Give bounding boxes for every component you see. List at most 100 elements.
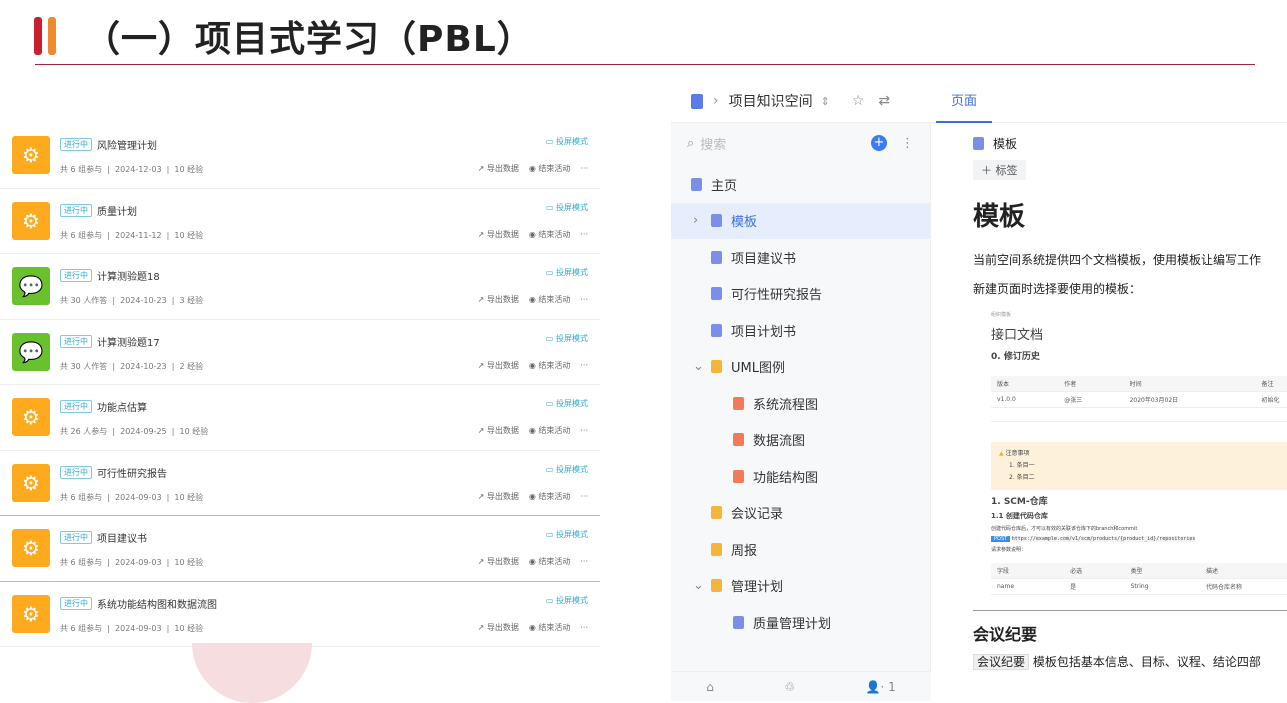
td: 初始化 xyxy=(1255,391,1287,408)
status-badge: 进行中 xyxy=(60,531,92,544)
activity-name[interactable]: 计算测验题17 xyxy=(97,337,160,349)
knowledge-space-panel: › 项目知识空间 ⇕ ☆ ⇄ 页面 ⌕ 搜索 + ⋮ 主页 › 模板 项目建议书 可行性… xyxy=(671,80,1287,701)
trash-icon[interactable]: ♲ xyxy=(784,679,796,694)
status-badge: 进行中 xyxy=(60,465,92,479)
diagram-icon xyxy=(733,396,744,410)
tree-item[interactable]: 周报 xyxy=(671,531,930,568)
more-button[interactable]: ··· xyxy=(580,557,588,566)
tree-item[interactable]: 系统流程图 xyxy=(671,385,930,422)
activity-row[interactable]: 💬 进行中 计算测验题18 共 30 人作答 | 2024-10-23 | 3 … xyxy=(0,254,600,320)
tree-label: 功能结构图 xyxy=(753,470,819,486)
activity-name[interactable]: 项目建议书 xyxy=(97,534,147,545)
status-badge: 进行中 xyxy=(60,203,92,217)
chat-bubbles-icon: 💬 xyxy=(12,267,50,305)
breadcrumb-item[interactable]: 模板 xyxy=(993,137,1018,151)
more-button[interactable]: ··· xyxy=(580,164,588,173)
add-tag-button[interactable]: ＋ 标签 xyxy=(973,160,1026,180)
projection-mode-button[interactable]: ▭ 投屏模式 xyxy=(546,398,588,409)
tree-item[interactable]: 数据流图 xyxy=(671,422,930,459)
activity-row[interactable]: ⚙ 进行中 功能点估算 共 26 人参与 | 2024-09-25 | 10 经… xyxy=(0,385,600,451)
section-heading: 会议纪要 xyxy=(973,625,1038,644)
search-bar[interactable]: ⌕ 搜索 + ⋮ xyxy=(671,123,930,163)
status-badge: 进行中 xyxy=(60,596,92,610)
end-activity-button[interactable]: ◉ 结束活动 xyxy=(529,360,571,371)
sidebar: ⌕ 搜索 + ⋮ 主页 › 模板 项目建议书 可行性研究报告 项目计划书 ⌄ UML图例 系统流… xyxy=(671,123,931,701)
activity-row[interactable]: ⚙ 进行中 系统功能结构图和数据流图 共 6 组参与 | 2024-09-03 … xyxy=(0,582,600,647)
tree-item[interactable]: 项目计划书 xyxy=(671,312,930,349)
status-badge: 进行中 xyxy=(60,269,92,282)
inbox-icon[interactable]: ⌂ xyxy=(706,679,714,694)
projection-mode-button[interactable]: ▭ 投屏模式 xyxy=(546,202,588,213)
more-button[interactable]: ··· xyxy=(580,229,588,239)
activity-name[interactable]: 风险管理计划 xyxy=(97,141,157,152)
activity-row[interactable]: ⚙ 进行中 质量计划 共 6 组参与 | 2024-11-12 | 10 经验 … xyxy=(0,189,600,254)
end-activity-button[interactable]: ◉ 结束活动 xyxy=(529,491,571,502)
activity-row[interactable]: ⚙ 进行中 项目建议书 共 6 组参与 | 2024-09-03 | 10 经验… xyxy=(0,516,600,582)
export-data-button[interactable]: ↗ 导出数据 xyxy=(478,622,519,633)
end-activity-button[interactable]: ◉ 结束活动 xyxy=(529,294,571,305)
export-data-button[interactable]: ↗ 导出数据 xyxy=(478,556,519,567)
end-label: 结束活动 xyxy=(538,426,571,435)
end-activity-button[interactable]: ◉ 结束活动 xyxy=(529,556,571,567)
tree-item[interactable]: ⌄ 管理计划 xyxy=(671,568,930,605)
space-name[interactable]: 项目知识空间 xyxy=(728,94,813,110)
activity-name[interactable]: 可行性研究报告 xyxy=(97,468,167,480)
monitor-icon: ▭ xyxy=(545,268,554,277)
projection-mode-button[interactable]: ▭ 投屏模式 xyxy=(546,464,588,475)
projection-label: 投屏模式 xyxy=(556,268,588,277)
projection-mode-button[interactable]: ▭ 投屏模式 xyxy=(546,529,588,540)
tree-item[interactable]: 项目建议书 xyxy=(671,239,930,276)
end-activity-button[interactable]: ◉ 结束活动 xyxy=(529,425,571,436)
status-badge: 进行中 xyxy=(60,334,92,348)
activity-name[interactable]: 功能点估算 xyxy=(97,403,147,414)
tree-item[interactable]: 会议记录 xyxy=(671,495,930,532)
export-data-button[interactable]: ↗ 导出数据 xyxy=(478,491,519,502)
projection-mode-button[interactable]: ▭ 投屏模式 xyxy=(546,333,588,344)
search-input[interactable]: 搜索 xyxy=(700,137,727,153)
revision-table: 版本 作者 时间 备注 v1.0.0 @张三 2020年03月02日 初始化 xyxy=(991,376,1287,422)
tree-item[interactable]: 可行性研究报告 xyxy=(671,276,930,313)
chevron-icon[interactable]: › xyxy=(693,213,699,229)
more-button[interactable]: ··· xyxy=(580,426,588,435)
activity-meta: 共 6 组参与 | 2024-09-03 | 10 经验 xyxy=(60,558,204,567)
tree-item[interactable]: 质量管理计划 xyxy=(671,604,930,641)
export-data-button[interactable]: ↗ 导出数据 xyxy=(478,163,519,174)
activity-name[interactable]: 计算测验题18 xyxy=(97,272,160,283)
activity-row[interactable]: ⚙ 进行中 可行性研究报告 共 6 组参与 | 2024-09-03 | 10 … xyxy=(0,451,600,516)
monitor-icon: ▭ xyxy=(545,137,554,146)
end-activity-button[interactable]: ◉ 结束活动 xyxy=(529,622,571,633)
page-heading: 模板 xyxy=(973,202,1026,232)
export-data-button[interactable]: ↗ 导出数据 xyxy=(478,360,519,371)
add-page-button[interactable]: + xyxy=(871,135,887,151)
tree-item[interactable]: 主页 xyxy=(671,166,930,203)
tab-pages[interactable]: 页面 xyxy=(936,80,993,123)
activity-name[interactable]: 质量计划 xyxy=(97,206,137,218)
activity-name[interactable]: 系统功能结构图和数据流图 xyxy=(97,599,217,611)
end-activity-button[interactable]: ◉ 结束活动 xyxy=(529,229,571,240)
projection-mode-button[interactable]: ▭ 投屏模式 xyxy=(546,136,588,147)
more-icon[interactable]: ⋮ xyxy=(901,135,914,151)
export-data-button[interactable]: ↗ 导出数据 xyxy=(478,425,519,436)
more-button[interactable]: ··· xyxy=(580,295,588,304)
activity-row[interactable]: ⚙ 进行中 风险管理计划 共 6 组参与 | 2024-12-03 | 10 经… xyxy=(0,123,600,189)
more-button[interactable]: ··· xyxy=(580,622,588,632)
switch-icon[interactable]: ⇕ xyxy=(820,94,830,108)
tree-item[interactable]: › 模板 xyxy=(671,202,930,239)
more-button[interactable]: ··· xyxy=(580,491,588,501)
export-data-button[interactable]: ↗ 导出数据 xyxy=(478,294,519,305)
export-data-button[interactable]: ↗ 导出数据 xyxy=(478,229,519,240)
settings-sliders-icon[interactable]: ⇄ xyxy=(878,93,891,109)
projection-mode-button[interactable]: ▭ 投屏模式 xyxy=(546,267,588,278)
tree-item[interactable]: ⌄ UML图例 xyxy=(671,349,930,386)
star-icon[interactable]: ☆ xyxy=(851,93,865,109)
projection-mode-button[interactable]: ▭ 投屏模式 xyxy=(546,595,588,606)
end-activity-button[interactable]: ◉ 结束活动 xyxy=(529,163,571,174)
chevron-icon[interactable]: ⌄ xyxy=(693,359,704,375)
more-button[interactable]: ··· xyxy=(580,360,588,370)
members-button[interactable]: 👤· 1 xyxy=(865,679,896,694)
export-label: 导出数据 xyxy=(486,229,519,239)
td: @张三 xyxy=(1058,391,1124,408)
activity-row[interactable]: 💬 进行中 计算测验题17 共 30 人作答 | 2024-10-23 | 2 … xyxy=(0,320,600,385)
chevron-icon[interactable]: ⌄ xyxy=(693,578,704,594)
tree-item[interactable]: 功能结构图 xyxy=(671,458,930,495)
